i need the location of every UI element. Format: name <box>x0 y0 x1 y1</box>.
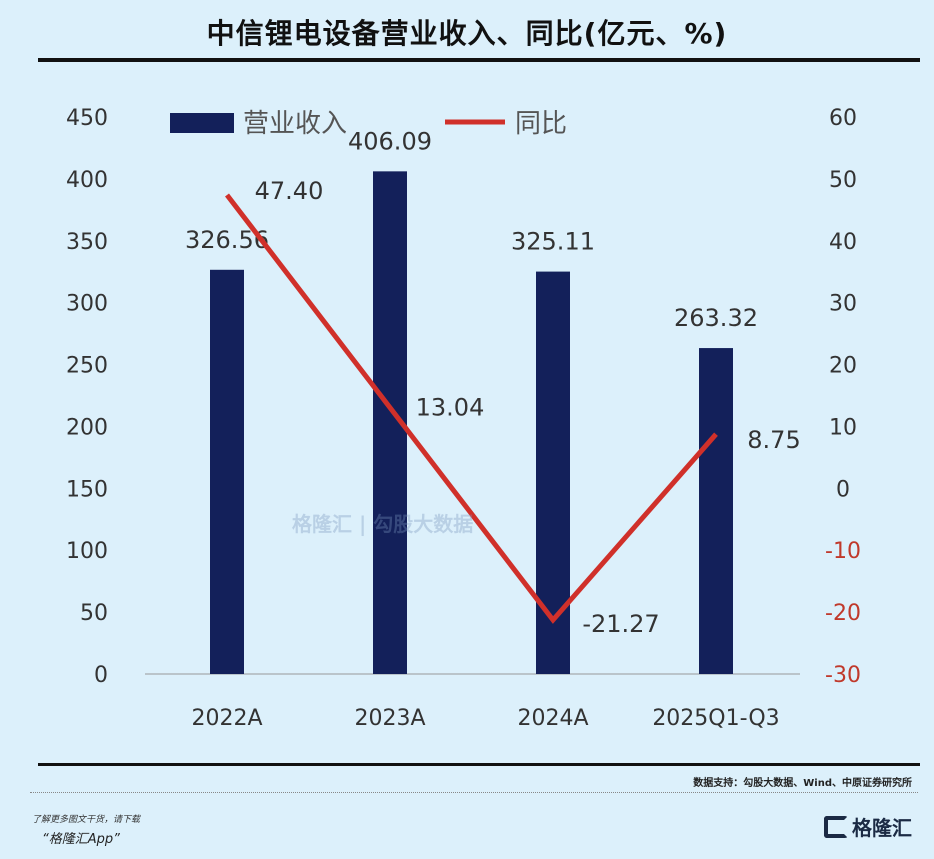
right-tick-label: 60 <box>829 106 857 131</box>
right-tick-label: 0 <box>836 477 850 502</box>
x-tick-label: 2022A <box>191 706 262 731</box>
bar-data-label: 406.09 <box>348 127 432 155</box>
left-tick-label: 150 <box>66 477 108 502</box>
bar-data-label: 263.32 <box>674 304 758 332</box>
right-tick-label: 30 <box>829 292 857 317</box>
chart-title: 中信锂电设备营业收入、同比(亿元、%) <box>206 17 728 50</box>
dotted-divider <box>30 792 918 793</box>
promo-app: “格隆汇App” <box>42 832 120 847</box>
logo-icon <box>824 815 848 838</box>
bottom-rule <box>38 763 920 766</box>
left-tick-label: 0 <box>94 663 108 688</box>
logo-text: 格隆汇 <box>852 816 912 840</box>
line-data-label: -21.27 <box>582 610 659 638</box>
left-tick-label: 350 <box>66 230 108 255</box>
chart: 0 50 100 150 200 250 300 350 400 450 -30 -20 -10 0 10 2… <box>66 106 861 731</box>
right-tick-label: -30 <box>825 663 861 688</box>
left-tick-label: 200 <box>66 415 108 440</box>
right-tick-label: -20 <box>825 601 861 626</box>
promo-text: 了解更多图文干货，请下载 <box>32 815 141 825</box>
watermark: 格隆汇 | 勾股大数据 <box>292 512 474 536</box>
right-tick-label: -10 <box>825 539 861 564</box>
left-tick-label: 450 <box>66 106 108 131</box>
left-tick-label: 400 <box>66 168 108 193</box>
right-tick-label: 50 <box>829 168 857 193</box>
x-tick-label: 2025Q1-Q3 <box>652 706 779 731</box>
legend-line-label: 同比 <box>515 109 567 139</box>
left-tick-label: 100 <box>66 539 108 564</box>
line-data-label: 47.40 <box>255 177 324 205</box>
logo: 格隆汇 <box>824 812 912 841</box>
legend-bar-label: 营业收入 <box>243 109 347 139</box>
top-rule <box>38 58 920 62</box>
right-tick-label: 20 <box>829 354 857 379</box>
bar-data-label: 325.11 <box>511 228 595 256</box>
yoy-line <box>225 193 718 624</box>
line-data-label: 8.75 <box>747 426 800 454</box>
left-tick-label: 250 <box>66 354 108 379</box>
x-tick-label: 2023A <box>354 706 425 731</box>
left-tick-label: 50 <box>80 601 108 626</box>
left-tick-label: 300 <box>66 292 108 317</box>
line-data-label: 13.04 <box>416 394 485 422</box>
x-tick-label: 2024A <box>517 706 588 731</box>
legend-bar-swatch <box>170 113 234 133</box>
bar <box>210 269 244 674</box>
source-note: 数据支持：勾股大数据、Wind、中原证券研究所 <box>693 778 912 789</box>
bar <box>536 271 570 674</box>
right-tick-label: 10 <box>829 415 857 440</box>
bar <box>699 348 733 674</box>
right-tick-label: 40 <box>829 230 857 255</box>
